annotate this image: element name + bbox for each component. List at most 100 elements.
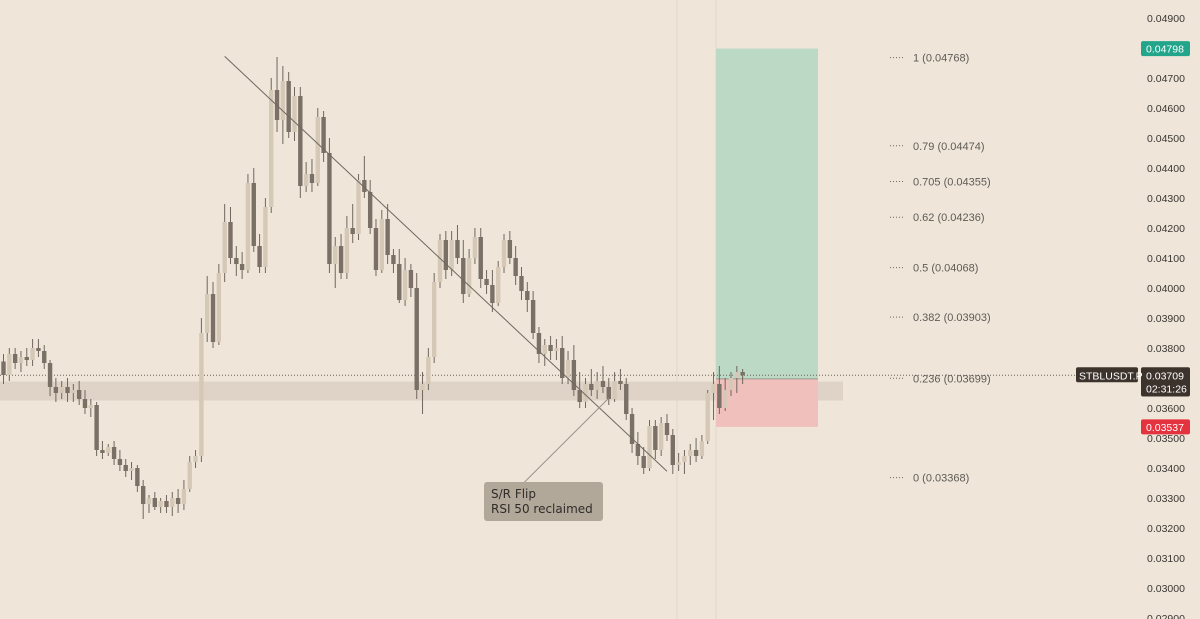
candle-body (303, 174, 309, 186)
candle (216, 264, 222, 345)
candle-body (705, 393, 710, 441)
candle-body (624, 384, 629, 414)
candle-body (280, 81, 286, 120)
candle-body (123, 465, 128, 471)
candle (222, 204, 227, 282)
candle-body (542, 345, 547, 354)
candle-body (397, 264, 402, 300)
candle (641, 447, 646, 474)
candle-body (466, 258, 472, 294)
candle (397, 249, 402, 303)
candle-body (71, 390, 76, 393)
candle (362, 156, 367, 198)
price-axis-tick: 0.04600 (1147, 103, 1185, 115)
candle-body (426, 357, 431, 384)
candle (670, 429, 675, 474)
candle (629, 408, 635, 453)
price-axis-tick: 0.04200 (1147, 223, 1185, 235)
candle-body (12, 354, 18, 363)
candle-body (478, 237, 483, 279)
candle-body (286, 81, 291, 132)
candle-body (699, 441, 705, 456)
candle (228, 207, 233, 264)
fib-level-label: 0.382 (0.03903) (913, 312, 991, 324)
candle (129, 462, 134, 480)
price-axis-tick: 0.04300 (1147, 193, 1185, 205)
candle (146, 495, 152, 513)
candle (234, 246, 239, 276)
candle-body (187, 462, 192, 489)
fib-level-label: 0.79 (0.04474) (913, 141, 985, 153)
candle-body (501, 240, 507, 267)
candle-body (222, 222, 227, 273)
candle-body (449, 240, 454, 270)
candle (292, 87, 297, 141)
candle-body (234, 258, 239, 264)
candle-body (315, 117, 320, 183)
candle-body (65, 387, 70, 393)
candle-body (577, 390, 582, 402)
candle-body (106, 447, 111, 453)
candle-body (554, 348, 559, 351)
last-price-value: 0.03709 (1146, 370, 1184, 382)
stop-price-tag-bg (1141, 419, 1190, 435)
candle-body (146, 498, 152, 504)
candle (123, 459, 128, 477)
candle (426, 348, 431, 390)
candle-body (175, 498, 181, 504)
candle (740, 369, 745, 384)
price-axis-tick: 0.03600 (1147, 403, 1185, 415)
candle (402, 258, 408, 306)
candle-body (24, 357, 29, 360)
candle-body (350, 228, 355, 234)
candle (199, 318, 204, 462)
candle-body (513, 258, 518, 276)
candle (414, 273, 419, 399)
candle-body (88, 405, 93, 408)
candle (647, 420, 652, 471)
annotation-line2: RSI 50 reclaimed (491, 502, 593, 516)
candle-body (362, 180, 367, 192)
candle-body (228, 222, 233, 258)
candle (47, 360, 53, 396)
candle (71, 384, 76, 402)
candle-body (379, 219, 384, 270)
candle-body (391, 255, 396, 264)
candle-body (47, 363, 53, 387)
candle-body (589, 384, 594, 390)
candle (187, 456, 192, 492)
candle (338, 234, 344, 279)
candle-body (525, 291, 530, 300)
candle-body (344, 228, 350, 273)
candle (140, 480, 146, 519)
candle (589, 369, 594, 396)
price-axis-tick: 0.04700 (1147, 73, 1185, 85)
price-axis-tick: 0.03500 (1147, 433, 1185, 445)
candle-body (653, 426, 658, 450)
candle (635, 432, 641, 465)
symbol-label-bg (1076, 367, 1138, 383)
candle-body (158, 501, 163, 507)
candle-body (251, 183, 256, 246)
candle (356, 174, 361, 240)
price-axis-tick: 0.04400 (1147, 163, 1185, 175)
candle-body (30, 348, 35, 360)
fib-level-label: 0.5 (0.04068) (913, 263, 978, 275)
candle-body (472, 237, 478, 258)
candle (193, 450, 198, 468)
candle (373, 219, 379, 276)
candle-body (641, 456, 646, 468)
candle-body (560, 348, 565, 378)
candle (76, 381, 82, 405)
candle-body (36, 348, 41, 351)
candle (175, 489, 181, 513)
candle-body (682, 456, 687, 462)
candle-body (507, 240, 513, 258)
candle (728, 372, 734, 396)
candle (688, 444, 693, 465)
candle (379, 210, 384, 273)
target-price-tag: 0.04798 (1141, 41, 1190, 57)
candle-body (76, 390, 82, 399)
